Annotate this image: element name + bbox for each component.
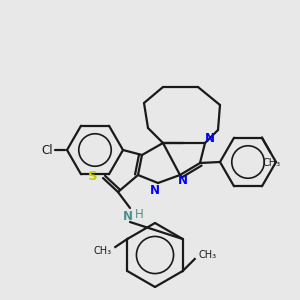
Text: N: N	[150, 184, 160, 196]
Text: CH₃: CH₃	[199, 250, 217, 260]
Text: N: N	[205, 131, 215, 145]
Text: S: S	[88, 169, 98, 182]
Text: CH₃: CH₃	[93, 246, 111, 256]
Text: Cl: Cl	[41, 143, 53, 157]
Text: H: H	[135, 208, 143, 221]
Text: CH₃: CH₃	[263, 158, 281, 168]
Text: N: N	[178, 173, 188, 187]
Text: N: N	[123, 209, 133, 223]
